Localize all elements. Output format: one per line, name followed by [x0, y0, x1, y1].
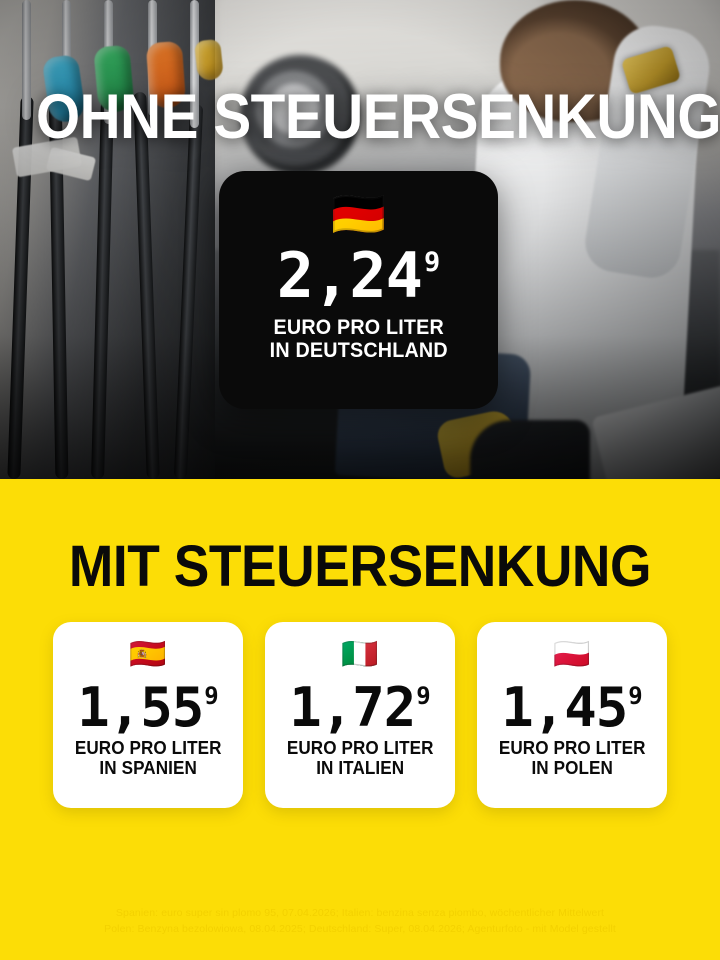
price-main-germany: 2,24 [276, 239, 423, 312]
price-caption-line1-germany: EURO PRO LITER [273, 315, 444, 339]
price-caption-line1-poland: EURO PRO LITER [498, 738, 646, 759]
price-value-germany: 2,24 9 [276, 239, 441, 312]
flag-es-icon: 🇪🇸 [129, 638, 167, 671]
price-main-poland: 1,45 [501, 676, 628, 739]
price-caption-germany: EURO PRO LITER IN DEUTSCHLAND [269, 316, 447, 363]
price-caption-line2-poland: IN POLEN [531, 758, 613, 779]
price-caption-line2-germany: IN DEUTSCHLAND [269, 339, 448, 363]
price-superscript-poland: 9 [628, 682, 643, 710]
flag-it-icon: 🇮🇹 [341, 638, 379, 671]
with-tax-cut-section: MIT STEUERSENKUNG 🇪🇸 1,55 9 EURO PRO LIT… [0, 479, 720, 960]
price-caption-line1-spain: EURO PRO LITER [74, 738, 222, 759]
price-card-italy: 🇮🇹 1,72 9 EURO PRO LITER IN ITALIEN [265, 622, 455, 808]
headline-without-tax-cut: OHNE STEUERSENKUNG [36, 82, 720, 152]
price-main-spain: 1,55 [77, 676, 204, 739]
price-caption-line1-italy: EURO PRO LITER [286, 738, 434, 759]
price-cards-row: 🇪🇸 1,55 9 EURO PRO LITER IN SPANIEN 🇮🇹 1… [53, 622, 667, 808]
footnote-line-1: Spanien: euro super sin plomo 95, 07.04.… [115, 907, 605, 919]
price-main-italy: 1,72 [289, 676, 416, 739]
price-caption-spain: EURO PRO LITER IN SPANIEN [74, 738, 222, 779]
headline-with-tax-cut: MIT STEUERSENKUNG [68, 534, 652, 599]
flag-pl-icon: 🇵🇱 [553, 638, 591, 671]
price-superscript-spain: 9 [204, 682, 219, 710]
price-value-poland: 1,45 9 [501, 676, 643, 739]
footnote-line-2: Polen: Benzyna bezolowiowa, 08.04.2025; … [104, 923, 616, 936]
price-caption-poland: EURO PRO LITER IN POLEN [498, 738, 646, 779]
price-caption-line2-italy: IN ITALIEN [315, 758, 405, 779]
price-value-italy: 1,72 9 [289, 676, 431, 739]
price-card-germany: 🇩🇪 2,24 9 EURO PRO LITER IN DEUTSCHLAND [219, 171, 498, 409]
price-value-spain: 1,55 9 [77, 676, 219, 739]
price-caption-line2-spain: IN SPANIEN [99, 758, 197, 779]
flag-de-icon: 🇩🇪 [331, 190, 386, 239]
price-card-spain: 🇪🇸 1,55 9 EURO PRO LITER IN SPANIEN [53, 622, 243, 808]
price-card-poland: 🇵🇱 1,45 9 EURO PRO LITER IN POLEN [477, 622, 667, 808]
source-footnote: Spanien: euro super sin plomo 95, 07.04.… [0, 905, 720, 938]
price-superscript-germany: 9 [424, 247, 441, 278]
price-superscript-italy: 9 [416, 682, 431, 710]
price-caption-italy: EURO PRO LITER IN ITALIEN [286, 738, 434, 779]
